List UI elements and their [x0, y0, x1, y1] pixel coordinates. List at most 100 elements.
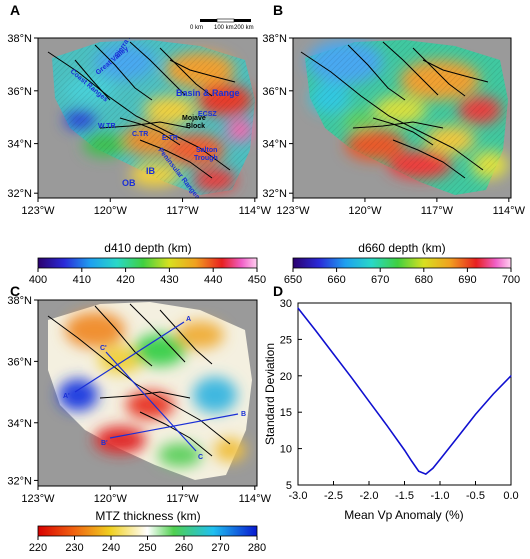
chart-d-point — [332, 353, 335, 355]
colorbar-c: MTZ thickness (km) 220 230 240 250 260 270 280 — [29, 509, 266, 554]
chart-d-ytick-label: 10 — [280, 444, 292, 456]
map-a-lon-label: 123°W — [21, 205, 55, 217]
map-b-lon-label: 117°W — [421, 205, 454, 217]
colorbar-tick-label: 440 — [204, 274, 222, 286]
colorbar-c-scale — [37, 525, 258, 537]
colorbar-tick-label: 410 — [73, 274, 91, 286]
map-c-mtz-field — [48, 302, 252, 480]
chart-d-ytick-label: 20 — [280, 371, 292, 383]
chart-d-xtick-label: -2.0 — [360, 490, 379, 502]
profile-label-b: B — [241, 411, 246, 418]
map-c-ticks: 38°N 36°N 34°N 32°N 123°W 120°W 117°W 114°W — [7, 295, 271, 505]
profile-c-line — [105, 351, 197, 452]
chart-d-point — [432, 467, 434, 469]
map-c-lon-label: 123°W — [21, 493, 55, 505]
panel-d: D -3.0 -2.5 -2.0 -1.5 -1.0 -0.5 0.0 5 10 15 20 25 30… — [263, 283, 519, 522]
chart-d-axes: -3.0 -2.5 -2.0 -1.5 -1.0 -0.5 0.0 5 10 15 20 25 30 — [280, 298, 519, 502]
chart-d-ytick-label: 25 — [280, 334, 292, 346]
scale-bar: 0 km 100 km 200 km — [190, 18, 254, 31]
colorbar-tick-label: 430 — [160, 274, 178, 286]
chart-d-series-line — [297, 307, 512, 476]
panel-letter-d: D — [273, 283, 283, 299]
map-a-lon-label: 114°W — [239, 205, 272, 217]
map-b-lat-label: 36°N — [262, 86, 287, 98]
chart-d-xlabel: Mean Vp Anomaly (%) — [344, 508, 463, 522]
profile-a-line — [74, 321, 185, 393]
map-b-frame — [292, 37, 512, 199]
colorbar-tick-label: 220 — [29, 542, 47, 554]
profile-label-b-prime: B' — [101, 440, 108, 447]
chart-d-xtick-label: -1.0 — [431, 490, 450, 502]
chart-d-point — [474, 413, 477, 415]
colorbar-tick-label: 280 — [248, 542, 266, 554]
map-a-lon-label: 117°W — [166, 205, 199, 217]
scale-label-0: 0 km — [190, 25, 203, 31]
colorbar-tick-label: 660 — [327, 274, 345, 286]
colorbar-b-ticks: 650 660 670 680 690 700 — [284, 268, 520, 286]
chart-d-point — [368, 400, 370, 402]
label-block: Block — [186, 123, 205, 130]
chart-d-plot-area — [297, 302, 512, 486]
panel-a: A — [7, 2, 271, 217]
chart-d-point — [411, 460, 413, 462]
colorbar-a: d410 depth (km) 400 410 420 430 440 450 — [29, 241, 266, 286]
colorbar-tick-label: 670 — [371, 274, 389, 286]
chart-d-point — [350, 376, 352, 378]
map-a-lat-label: 32°N — [7, 188, 32, 200]
colorbar-tick-label: 450 — [248, 274, 266, 286]
colorbar-tick-label: 420 — [116, 274, 134, 286]
colorbar-tick-label: 690 — [458, 274, 476, 286]
chart-d-point — [403, 449, 406, 451]
colorbar-a-scale — [37, 257, 258, 269]
chart-d-point — [418, 470, 420, 472]
chart-d-point — [315, 330, 317, 332]
colorbar-a-ticks: 400 410 420 430 440 450 — [29, 268, 266, 286]
chart-d-xtick-label: -1.5 — [395, 490, 414, 502]
profile-label-c-prime: C' — [100, 345, 107, 352]
colorbar-c-ticks: 220 230 240 250 260 270 280 — [29, 536, 266, 554]
chart-d-xtick-label: -0.5 — [466, 490, 485, 502]
map-b-lat-label: 34°N — [262, 139, 287, 151]
map-c-lon-label: 117°W — [166, 493, 199, 505]
map-b-lon-label: 114°W — [493, 205, 526, 217]
map-c-profile-labels: A A' B B' C C' — [63, 316, 246, 461]
chart-d-ytick-label: 15 — [280, 407, 292, 419]
map-c-profiles — [74, 321, 239, 452]
chart-d-point — [297, 307, 299, 309]
map-b-lon-label: 120°W — [348, 205, 382, 217]
map-a-lon-label: 120°W — [94, 205, 128, 217]
chart-d-xtick-label: 0.0 — [503, 490, 518, 502]
chart-d-point — [492, 393, 494, 395]
colorbar-b: d660 depth (km) 650 660 670 680 690 700 — [284, 241, 520, 286]
map-a-lat-label: 38°N — [7, 33, 32, 45]
colorbar-tick-label: 230 — [65, 542, 83, 554]
map-b-ticks: 38°N 36°N 34°N 32°N 123°W 120°W 117°W 114°W — [262, 33, 525, 217]
label-mojave: Mojave — [182, 115, 206, 122]
colorbar-tick-label: 270 — [211, 542, 229, 554]
scale-label-100: 100 km — [214, 25, 234, 31]
map-c-lat-label: 36°N — [7, 356, 32, 368]
colorbar-tick-label: 250 — [138, 542, 156, 554]
chart-d-ylabel: Standard Deviation — [263, 343, 277, 445]
label-ob: OB — [122, 178, 136, 188]
map-b-lon-label: 123°W — [276, 205, 310, 217]
chart-d-xtick-label: -2.5 — [324, 490, 343, 502]
panel-letter-c: C — [10, 283, 20, 299]
map-c-lat-label: 32°N — [7, 475, 32, 487]
chart-d-point — [386, 424, 388, 426]
colorbar-tick-label: 260 — [175, 542, 193, 554]
map-b-d660-field — [305, 40, 508, 195]
chart-d-ytick-label: 30 — [280, 298, 292, 310]
panel-c: C — [7, 283, 271, 505]
label-salton: Salton — [196, 147, 217, 154]
label-w-tr: W.TR — [98, 123, 116, 130]
map-a-ticks: 38°N 36°N 34°N 32°N 123°W 120°W 117°W 114°W — [7, 33, 271, 217]
profile-label-c: C — [198, 454, 203, 461]
panel-letter-b: B — [273, 2, 283, 18]
colorbar-c-title: MTZ thickness (km) — [95, 509, 200, 523]
chart-d-point — [457, 436, 459, 438]
chart-d-point — [510, 375, 512, 377]
label-c-tr: C.TR — [132, 131, 148, 138]
map-a-lat-label: 34°N — [7, 139, 32, 151]
